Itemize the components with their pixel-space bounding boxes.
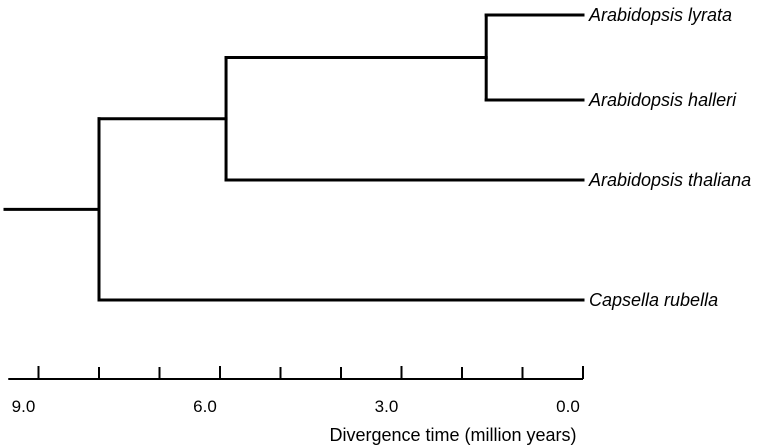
taxon-label-arabidopsis-lyrata: Arabidopsis lyrata (588, 5, 732, 25)
taxon-label-arabidopsis-thaliana: Arabidopsis thaliana (588, 170, 751, 190)
taxon-labels: Arabidopsis lyrata Arabidopsis halleri A… (588, 5, 751, 310)
tick-label-9: 9.0 (12, 397, 36, 416)
time-axis: 9.0 6.0 3.0 0.0 Divergence time (million… (8, 366, 584, 445)
tick-label-0: 0.0 (556, 397, 580, 416)
axis-title: Divergence time (million years) (329, 425, 576, 445)
taxon-label-arabidopsis-halleri: Arabidopsis halleri (588, 90, 737, 110)
tree-branches (3, 13, 585, 302)
tick-label-3: 3.0 (375, 397, 399, 416)
time-axis-ticks (37, 366, 584, 379)
tick-label-6: 6.0 (193, 397, 217, 416)
taxon-label-capsella-rubella: Capsella rubella (589, 290, 718, 310)
